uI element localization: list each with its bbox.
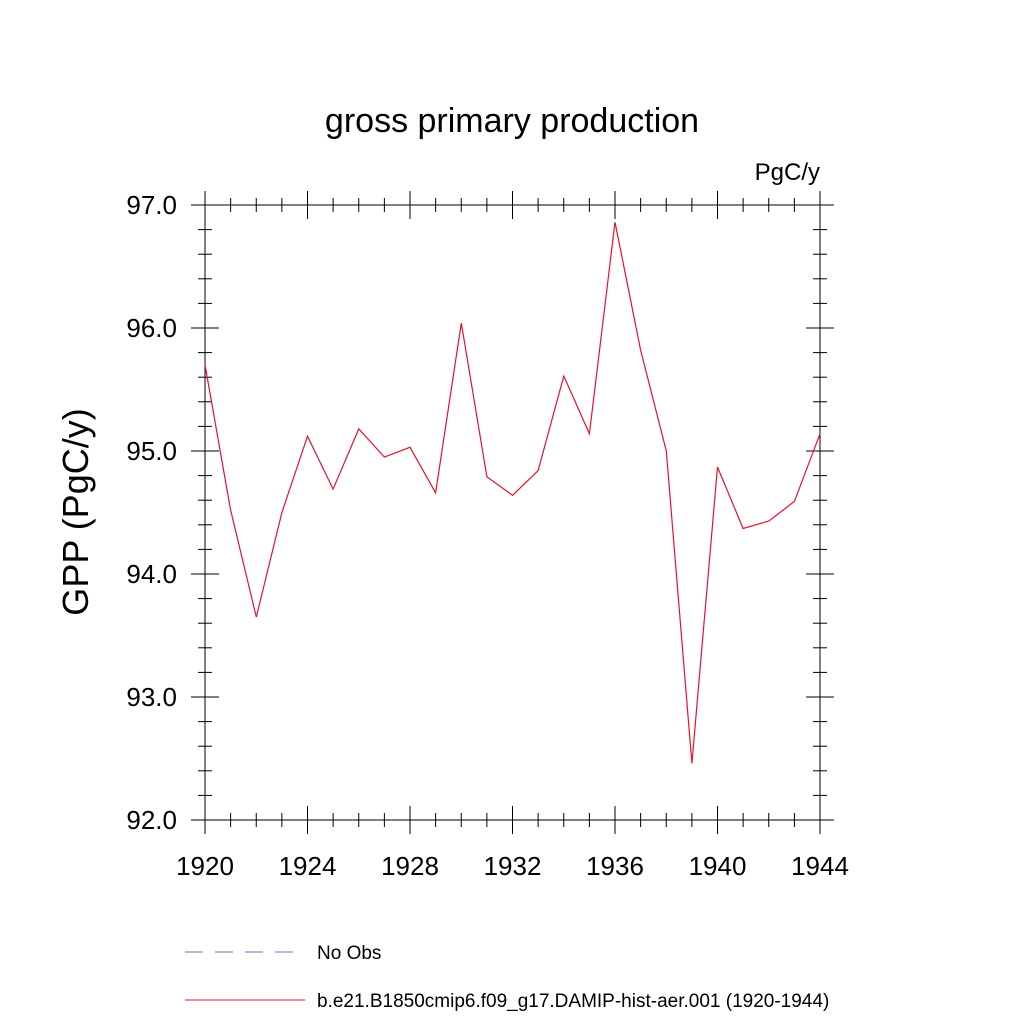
units-label: PgC/y bbox=[755, 159, 820, 186]
axes: 92.0 93.0 94.0 95.0 96.0 97.0 1920 1924 1928 1932… bbox=[126, 190, 849, 881]
chart-title: gross primary production bbox=[325, 102, 699, 140]
x-tick-label: 1928 bbox=[381, 851, 439, 881]
legend: No Obs b.e21.B1850cmip6.f09_g17.DAMIP-his… bbox=[185, 943, 829, 1012]
y-tick-label: 97.0 bbox=[126, 190, 177, 220]
y-tick-label: 95.0 bbox=[126, 436, 177, 466]
x-tick-label: 1944 bbox=[791, 851, 849, 881]
y-axis-label: GPP (PgC/y) bbox=[55, 408, 96, 615]
plot-frame bbox=[204, 204, 821, 821]
y-tick-label: 96.0 bbox=[126, 313, 177, 343]
y-tick-label: 93.0 bbox=[126, 682, 177, 712]
legend-label-0: No Obs bbox=[317, 943, 381, 964]
series-line-0 bbox=[204, 222, 821, 764]
x-tick-label: 1936 bbox=[586, 851, 644, 881]
x-tick-label: 1924 bbox=[279, 851, 337, 881]
x-tick-label: 1940 bbox=[689, 851, 747, 881]
y-tick-label: 92.0 bbox=[126, 805, 177, 835]
x-tick-label: 1920 bbox=[176, 851, 234, 881]
series-layer bbox=[204, 222, 821, 764]
y-tick-label: 94.0 bbox=[126, 559, 177, 589]
x-tick-label: 1932 bbox=[484, 851, 542, 881]
legend-label-1: b.e21.B1850cmip6.f09_g17.DAMIP-hist-aer.… bbox=[317, 991, 829, 1012]
